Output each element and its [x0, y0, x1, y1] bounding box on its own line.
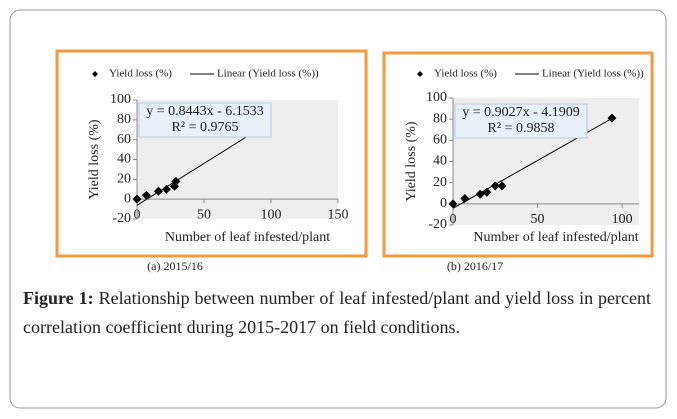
- chart-subtitle: (a) 2015/16: [147, 259, 203, 273]
- equation: y = 0.9027x - 4.1909: [462, 105, 580, 120]
- point: [448, 199, 458, 209]
- legend-label: Linear (Yield loss (%)): [542, 68, 644, 80]
- equation: R² = 0.9858: [488, 121, 555, 136]
- caption-text: Relationship between number of leaf infe…: [23, 288, 652, 337]
- equation-box: [454, 103, 588, 139]
- y-tick-label: -20: [428, 217, 447, 232]
- y-tick-label: 0: [440, 196, 447, 211]
- point: [607, 113, 617, 123]
- y-tick-label: 40: [433, 154, 447, 169]
- y-tick-label: -20: [112, 211, 131, 226]
- legend-marker: [417, 71, 423, 77]
- y-tick-label: 20: [433, 175, 447, 190]
- x-tick-label: 100: [612, 212, 633, 227]
- point: [141, 190, 151, 200]
- y-tick-label: 60: [433, 133, 447, 148]
- y-axis-label: Yield loss (%): [87, 119, 102, 199]
- equation: R² = 0.9765: [172, 120, 239, 135]
- y-tick-label: 60: [117, 132, 131, 147]
- point: [132, 194, 142, 204]
- legend-label: Yield loss (%): [434, 68, 497, 80]
- equation: y = 0.8443x - 6.1533: [146, 104, 264, 119]
- y-tick-label: 0: [124, 191, 131, 206]
- x-tick-label: 0: [450, 212, 457, 227]
- point: [161, 184, 171, 194]
- outer-frame: [9, 9, 667, 409]
- legend-marker: [92, 71, 98, 77]
- y-tick-label: 80: [117, 112, 131, 127]
- x-tick-label: 100: [261, 207, 282, 222]
- legend-label: Yield loss (%): [109, 68, 172, 80]
- y-tick-label: 100: [426, 90, 447, 105]
- trend-line: [136, 124, 266, 206]
- point: [497, 181, 507, 191]
- y-tick-label: 40: [117, 152, 131, 167]
- chart-subtitle: (b) 2016/17: [447, 259, 503, 273]
- y-tick-label: 80: [433, 111, 447, 126]
- equation-box: [138, 102, 272, 138]
- caption-label: Figure 1:: [23, 288, 94, 308]
- legend-label: Linear (Yield loss (%)): [217, 68, 319, 80]
- x-tick-label: 50: [197, 207, 211, 222]
- x-tick-label: 0: [134, 207, 141, 222]
- x-axis-label: Number of leaf infested/plant: [473, 230, 638, 245]
- y-axis-label: Yield loss (%): [404, 121, 419, 201]
- caption: Figure 1: Relationship between number of…: [23, 284, 651, 342]
- y-tick-label: 20: [117, 172, 131, 187]
- x-tick-label: 150: [328, 207, 349, 222]
- x-tick-label: 50: [531, 212, 545, 227]
- y-tick-label: 100: [110, 92, 131, 107]
- x-axis-label: Number of leaf infested/plant: [165, 230, 330, 245]
